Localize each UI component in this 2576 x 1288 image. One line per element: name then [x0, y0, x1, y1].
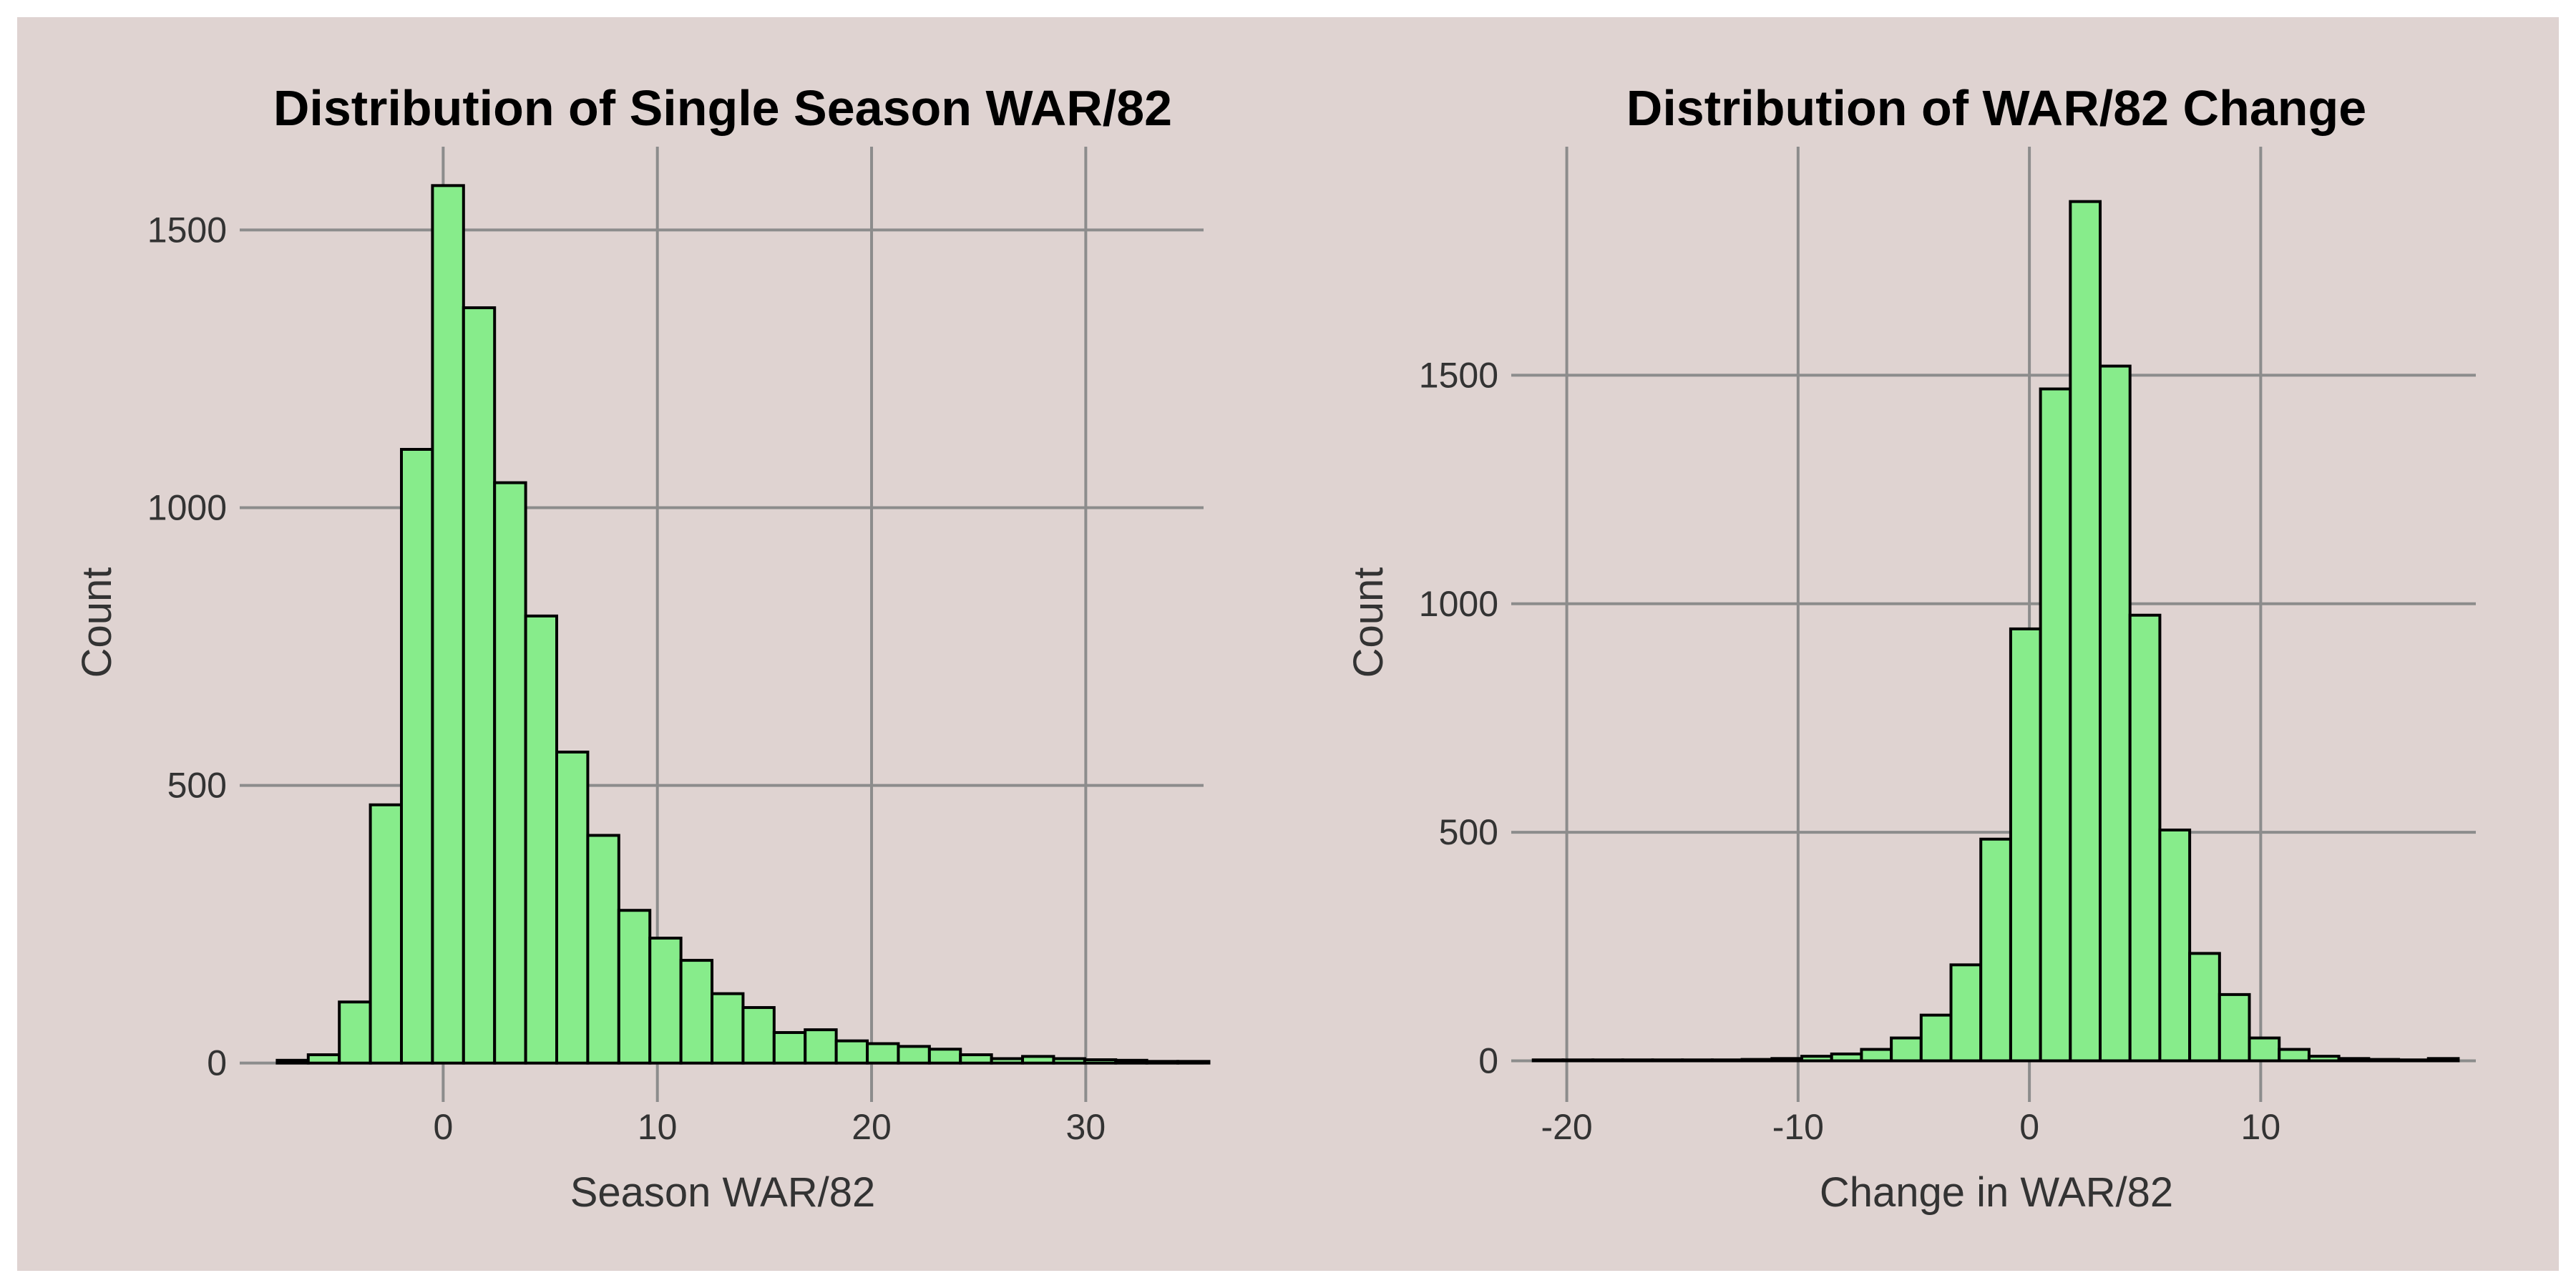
histogram-bar: [1145, 1060, 1180, 1065]
histogram-bar: [2248, 1036, 2281, 1063]
y-tick-label: 1000: [1419, 584, 1498, 624]
x-tick-label: 0: [2019, 1107, 2039, 1147]
histogram-bar: [927, 1048, 962, 1065]
histogram-bar: [1770, 1057, 1804, 1063]
histogram-bar: [2218, 992, 2251, 1063]
x-tick-label: 30: [1066, 1107, 1106, 1147]
y-tick-label: 0: [207, 1043, 227, 1083]
histogram-bar: [711, 992, 745, 1065]
x-tick-label: -10: [1772, 1107, 1824, 1147]
histogram-bar: [2278, 1048, 2311, 1063]
histogram-bar: [2128, 613, 2162, 1063]
war-change-histogram: -20 -10 0 10 0 500 1000 1500 Distribution of WA…: [1345, 80, 2476, 1216]
histogram-bar: [1740, 1058, 1774, 1063]
chart-title: Distribution of WAR/82 Change: [1626, 80, 2366, 136]
histogram-bar: [2426, 1057, 2460, 1063]
histogram-bar: [648, 937, 683, 1065]
histogram-bar: [617, 909, 652, 1065]
histogram-bar: [834, 1039, 869, 1065]
tick-labels: -20 -10 0 10 0 500 1000 1500: [1419, 355, 2280, 1147]
y-tick-label: 1000: [147, 488, 227, 528]
histogram-bar: [1830, 1052, 1863, 1063]
histogram-bar: [2367, 1058, 2401, 1063]
y-axis-label: Count: [74, 567, 120, 678]
chart-title: Distribution of Single Season WAR/82: [273, 80, 1172, 136]
histogram-bar: [493, 481, 527, 1065]
histogram-bar: [2337, 1057, 2371, 1063]
tick-labels: 0 10 20 30 0 500 1000 1500: [147, 210, 1106, 1147]
histogram-bar: [2069, 200, 2102, 1063]
y-tick-label: 0: [1478, 1041, 1498, 1081]
histogram-bar: [2099, 364, 2132, 1063]
histogram-bar: [2158, 828, 2192, 1063]
y-tick-label: 500: [167, 766, 227, 806]
histogram-bar: [586, 834, 620, 1065]
histogram-bar: [555, 751, 590, 1065]
histogram-bar: [1021, 1055, 1055, 1065]
x-tick-label: -20: [1541, 1107, 1592, 1147]
histogram-bar: [772, 1030, 807, 1065]
x-tick-label: 10: [638, 1107, 678, 1147]
y-tick-label: 1500: [1419, 355, 1498, 395]
histogram-bar: [959, 1053, 993, 1065]
histogram-bar: [866, 1042, 900, 1065]
histogram-bar: [1949, 963, 1983, 1063]
histogram-bar: [1083, 1058, 1118, 1065]
season-war-histogram: 0 10 20 30 0 500 1000 1500 Distribution of Sing…: [74, 80, 1211, 1216]
panel-background: [17, 17, 2559, 1271]
histogram-bar: [804, 1028, 838, 1065]
histogram-bar: [338, 1000, 372, 1065]
histogram-bar: [2039, 387, 2072, 1063]
x-tick-label: 10: [2241, 1107, 2281, 1147]
y-tick-label: 1500: [147, 210, 227, 250]
histogram-bar: [1052, 1057, 1086, 1065]
histogram-bar: [679, 959, 714, 1065]
histogram-bar: [1919, 1013, 1953, 1063]
x-tick-label: 0: [433, 1107, 453, 1147]
histogram-bar: [2307, 1055, 2341, 1063]
y-tick-label: 500: [1439, 812, 1498, 852]
histogram-bar: [1114, 1058, 1148, 1065]
histogram-bar: [524, 614, 559, 1065]
histogram-bar: [2188, 952, 2221, 1063]
x-axis-label: Change in WAR/82: [1820, 1169, 2173, 1216]
x-axis-label: Season WAR/82: [570, 1169, 876, 1216]
histogram-bar: [1890, 1036, 1923, 1063]
histogram-bar: [1860, 1048, 1893, 1063]
histogram-bar: [2009, 627, 2042, 1063]
bars: [275, 184, 1211, 1065]
histogram-bar: [462, 306, 497, 1065]
histogram-bar: [399, 448, 434, 1065]
histogram-bar: [897, 1045, 931, 1065]
histogram-bar: [369, 803, 403, 1065]
histogram-bar: [1800, 1055, 1833, 1063]
histogram-bar: [1176, 1060, 1211, 1065]
bars: [1531, 200, 2460, 1063]
histogram-bar: [306, 1053, 341, 1065]
histogram-bar: [431, 184, 465, 1065]
histogram-bar: [741, 1006, 776, 1065]
histogram-bar: [275, 1058, 310, 1065]
histogram-bar: [1979, 837, 2012, 1063]
y-axis-label: Count: [1345, 567, 1392, 678]
histogram-bar: [990, 1057, 1025, 1065]
x-tick-label: 20: [852, 1107, 892, 1147]
